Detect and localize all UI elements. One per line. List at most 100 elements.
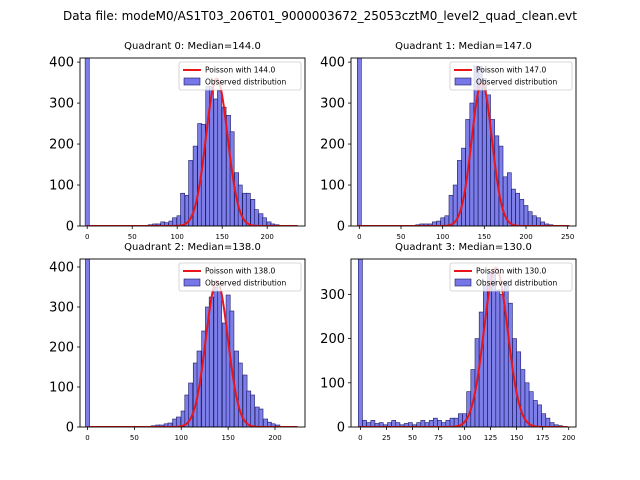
y-tick-label: 100 [320,179,345,194]
quadrant-2-panel: Quadrant 2: Median=138.0 0 50 100 150 200 0 100… [49,242,306,442]
quadrant-3-panel: Quadrant 3: Median=130.0 0 25 50 75 100 125 150… [320,242,577,442]
histogram-bar [258,408,264,427]
legend-hist-swatch [183,278,201,287]
legend-hist-label: Observed distribution [205,78,286,87]
poisson-curve [359,266,568,427]
x-tick-label: 0 [358,434,362,442]
poisson-curve [357,81,570,226]
axes-frame [79,258,306,428]
legend-poisson-label: Poisson with 130.0 [476,267,546,276]
y-tick-label: 400 [320,56,345,71]
y-tick-label: 200 [320,332,345,347]
histogram-bar [482,78,487,226]
legend-box [178,61,302,91]
histogram-bar [536,217,541,226]
histogram-bar [523,205,529,226]
histogram-bar [208,296,214,427]
y-tick-label: 0 [66,421,74,436]
x-tick-label: 100 [171,233,184,241]
legend-poisson-label: Poisson with 147.0 [476,66,546,75]
histogram-bar [217,90,222,226]
histogram-bar [537,404,542,427]
y-tick-label: 0 [337,421,345,436]
y-tick-label: 400 [49,261,74,276]
histogram-bar [357,58,362,226]
histogram-bar [176,416,181,427]
histogram-bar [527,211,533,226]
histogram-bar [495,289,501,427]
legend-poisson-label: Poisson with 138.0 [205,267,275,276]
y-tick-label: 0 [337,220,345,235]
axes-frame [350,57,577,227]
x-tick-label: 50 [397,233,406,241]
y-tick-label: 300 [49,301,74,316]
histogram-bar [217,290,223,427]
histogram-bar [85,259,90,427]
histogram-bar [433,417,438,427]
x-tick-label: 100 [436,233,449,241]
panel-title: Quadrant 2: Median=138.0 [124,242,261,253]
axes-frame [350,258,577,428]
histogram-bar [188,160,194,226]
histogram-bar [262,217,267,226]
plot-area [357,58,570,226]
histogram-bar [533,400,538,427]
legend-hist-label: Observed distribution [476,279,557,288]
x-tick-label: 0 [85,233,89,241]
histogram-bar [180,192,185,226]
histogram-bar [507,172,512,226]
legend-hist-swatch [183,77,201,86]
x-tick-label: 0 [357,233,361,241]
legend-box [449,262,573,292]
histogram-bar [532,215,537,226]
histogram-bar [516,351,522,427]
histogram-bar [440,217,445,226]
legend-hist-swatch [454,77,472,86]
y-tick-label: 200 [49,138,74,153]
x-tick-label: 75 [434,434,443,442]
histogram-bar [188,382,193,427]
y-tick-label: 300 [49,97,74,112]
legend: Poisson with 130.0 Observed distribution [449,262,573,292]
histogram-bar [491,271,497,427]
y-tick-label: 100 [49,381,74,396]
x-tick-label: 200 [268,434,281,442]
panel-title: Quadrant 3: Median=130.0 [395,242,532,253]
figure-title: Data file: modeM0/AS1T03_206T01_90000036… [63,9,577,23]
x-tick-label: 50 [408,434,417,442]
histogram-bar [499,294,505,427]
x-tick-label: 250 [561,233,574,241]
legend-poisson-label: Poisson with 144.0 [205,66,275,75]
histogram-bar [515,192,520,226]
x-tick-label: 150 [510,434,523,442]
x-tick-label: 50 [128,233,137,241]
y-tick-label: 300 [320,97,345,112]
x-tick-label: 25 [382,434,391,442]
y-tick-label: 400 [49,56,74,71]
histogram-bar [237,362,243,427]
histogram-bar [172,217,177,226]
x-tick-label: 200 [519,233,532,241]
histogram-bar [192,145,198,226]
x-tick-label: 200 [562,434,575,442]
histogram-bar [254,209,259,226]
y-tick-label: 300 [320,288,345,303]
x-tick-label: 50 [130,434,139,442]
histogram-bar [245,192,251,226]
y-tick-label: 200 [49,341,74,356]
plot-area [358,259,568,427]
histogram-bar [545,417,551,427]
legend-hist-swatch [454,278,472,287]
x-tick-label: 125 [484,434,497,442]
histogram-bar [164,222,169,226]
legend-box [449,61,573,91]
histogram-bar [541,413,547,427]
panel-title: Quadrant 0: Median=144.0 [124,41,261,52]
histogram-bar [498,145,504,226]
y-tick-label: 200 [320,138,345,153]
histogram-bar [528,391,534,427]
histogram-bar [167,422,173,427]
x-tick-label: 100 [175,434,188,442]
